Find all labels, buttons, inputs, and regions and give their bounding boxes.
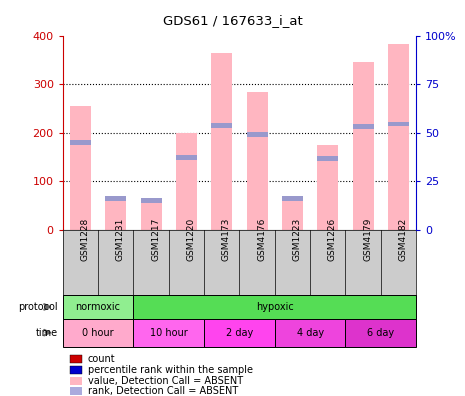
Bar [176, 133, 197, 230]
Text: GSM4179: GSM4179 [363, 218, 372, 261]
Text: count: count [87, 354, 115, 364]
Text: 4 day: 4 day [297, 327, 324, 338]
Bar [211, 53, 232, 230]
Bar [345, 319, 416, 346]
Bar [70, 377, 82, 385]
Text: GSM4176: GSM4176 [257, 218, 266, 261]
Text: percentile rank within the sample: percentile rank within the sample [87, 365, 252, 375]
Text: 6 day: 6 day [367, 327, 394, 338]
Bar [352, 124, 374, 129]
Text: GSM4182: GSM4182 [399, 218, 407, 261]
Text: GSM1220: GSM1220 [186, 218, 195, 261]
Bar [140, 203, 162, 230]
Text: 0 hour: 0 hour [82, 327, 114, 338]
Text: hypoxic: hypoxic [256, 302, 294, 312]
Bar [317, 156, 339, 161]
Bar [282, 200, 303, 230]
Bar [246, 132, 268, 137]
Text: rank, Detection Call = ABSENT: rank, Detection Call = ABSENT [87, 386, 238, 396]
Bar [388, 122, 409, 126]
Text: GSM1217: GSM1217 [151, 218, 160, 261]
Bar [204, 319, 275, 346]
Bar [70, 355, 82, 363]
Bar [388, 44, 409, 230]
Bar [133, 319, 204, 346]
Text: 10 hour: 10 hour [150, 327, 188, 338]
Bar [140, 198, 162, 203]
Text: GSM1228: GSM1228 [80, 218, 89, 261]
Bar [70, 140, 91, 145]
Bar [275, 319, 345, 346]
Text: GDS61 / 167633_i_at: GDS61 / 167633_i_at [163, 14, 302, 27]
Bar [176, 156, 197, 160]
Text: protocol: protocol [19, 302, 58, 312]
Text: GSM1223: GSM1223 [292, 218, 301, 261]
Text: normoxic: normoxic [76, 302, 120, 312]
Text: GSM1231: GSM1231 [116, 218, 125, 261]
Bar [70, 366, 82, 374]
Bar [133, 295, 416, 319]
Text: value, Detection Call = ABSENT: value, Detection Call = ABSENT [87, 376, 243, 386]
Text: 2 day: 2 day [226, 327, 253, 338]
Bar [352, 62, 374, 230]
Text: time: time [36, 327, 58, 338]
Bar [105, 196, 126, 230]
Text: GSM1226: GSM1226 [328, 218, 337, 261]
Bar [70, 387, 82, 395]
Text: GSM4173: GSM4173 [222, 218, 231, 261]
Bar [211, 123, 232, 128]
Bar [317, 145, 339, 230]
Bar [70, 106, 91, 230]
Bar [63, 295, 133, 319]
Bar [105, 196, 126, 200]
Bar [63, 319, 133, 346]
Bar [282, 196, 303, 200]
Bar [246, 92, 268, 230]
